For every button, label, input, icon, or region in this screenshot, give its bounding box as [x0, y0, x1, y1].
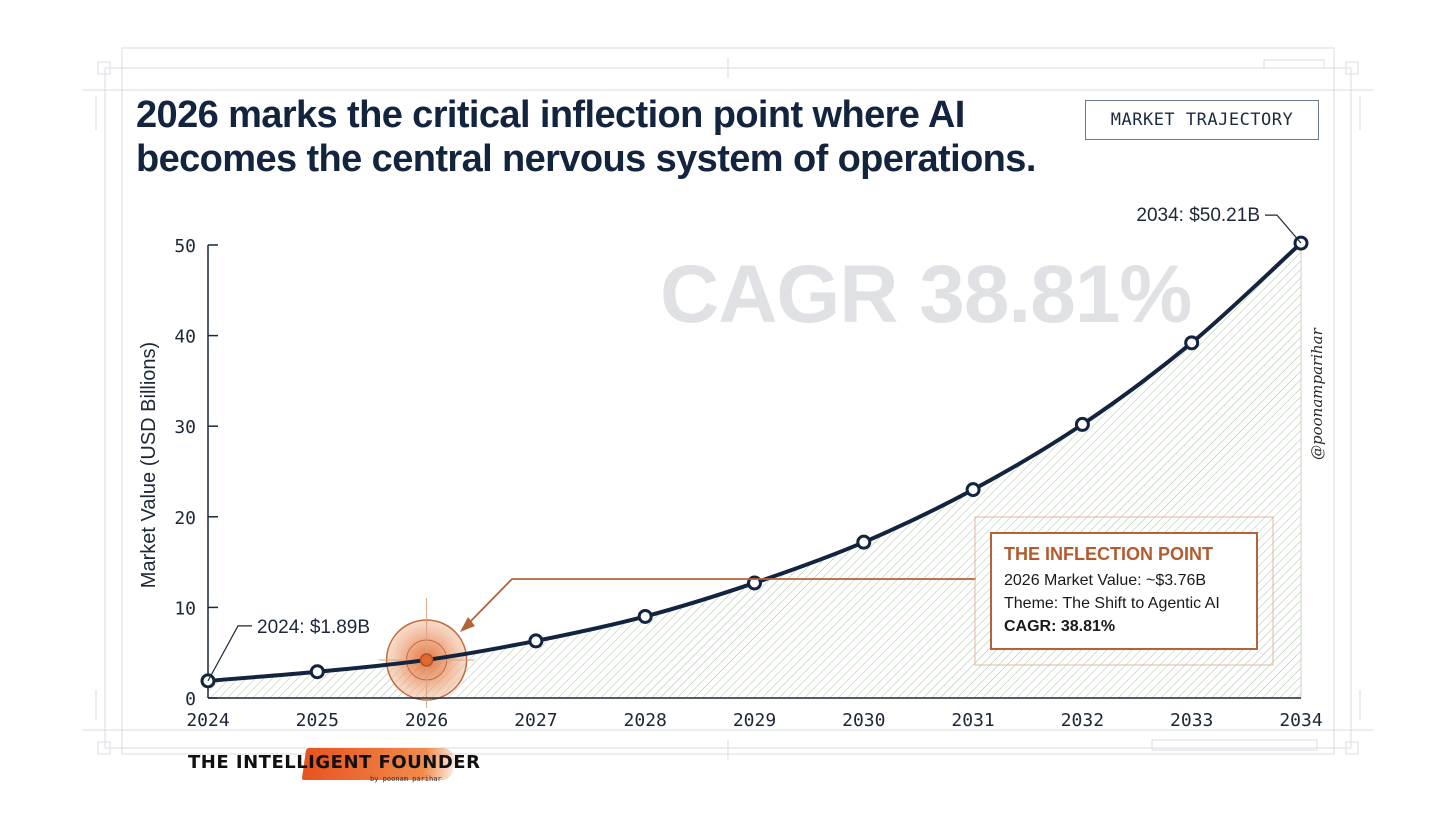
brand-name: THE INTELLIGENT FOUNDER	[188, 752, 481, 773]
callout-guide-frame	[974, 516, 1274, 666]
inflection-callout: THE INFLECTION POINT 2026 Market Value: …	[990, 532, 1258, 650]
x-tick-label: 2033	[1170, 710, 1213, 731]
y-tick-label: 20	[174, 508, 196, 529]
x-tick-label: 2034	[1279, 710, 1322, 731]
y-axis-label: Market Value (USD Billions)	[138, 342, 160, 588]
x-tick-label: 2027	[514, 710, 557, 731]
market-trajectory-tag: MARKET TRAJECTORY	[1085, 100, 1319, 140]
callout-arrowhead	[460, 617, 475, 632]
x-tick-label: 2032	[1061, 710, 1104, 731]
callout-market-value: 2026 Market Value: ~$3.76B	[1004, 572, 1207, 589]
data-point	[856, 534, 872, 550]
y-tick-label: 30	[174, 417, 196, 438]
callout-arrow	[465, 578, 976, 627]
x-tick-label: 2028	[624, 710, 667, 731]
data-point	[1184, 335, 1200, 351]
callout-title: THE INFLECTION POINT	[1004, 544, 1213, 564]
data-point	[747, 575, 762, 591]
page-title: 2026 marks the critical inflection point…	[136, 94, 1036, 180]
y-tick-label: 40	[174, 327, 196, 348]
y-tick-label: 10	[174, 598, 196, 619]
x-tick-label: 2025	[296, 710, 339, 731]
data-point	[1074, 416, 1090, 432]
annotation-leader-2024	[207, 625, 252, 682]
x-tick-label: 2026	[405, 710, 448, 731]
series-line	[206, 241, 1303, 683]
data-point	[965, 482, 981, 498]
x-tick-label: 2024	[186, 710, 229, 731]
data-point-highlight	[419, 653, 434, 667]
x-tick-label: 2031	[951, 710, 994, 731]
cagr-watermark: CAGR 38.81%	[660, 249, 1192, 340]
author-signature: @poonamparihar	[1308, 328, 1326, 460]
brand-subtitle: by poonam parihar	[370, 775, 442, 783]
brand-logo: THE INTELLIGENT FOUNDER by poonam pariha…	[186, 748, 480, 784]
callout-cagr: CAGR: 38.81%	[1004, 618, 1116, 635]
y-tick-label: 0	[185, 689, 196, 710]
data-point	[309, 664, 325, 680]
annotation-leader-2034	[1265, 214, 1302, 244]
data-point	[528, 633, 544, 649]
annotation-2034: 2034: $50.21B	[1136, 205, 1260, 226]
y-tick-label: 50	[174, 236, 196, 257]
annotation-2024: 2024: $1.89B	[257, 617, 370, 638]
x-tick-label: 2029	[733, 710, 776, 731]
callout-theme: Theme: The Shift to Agentic AI	[1004, 595, 1220, 612]
x-tick-label: 2030	[842, 710, 885, 731]
data-point	[637, 608, 653, 624]
